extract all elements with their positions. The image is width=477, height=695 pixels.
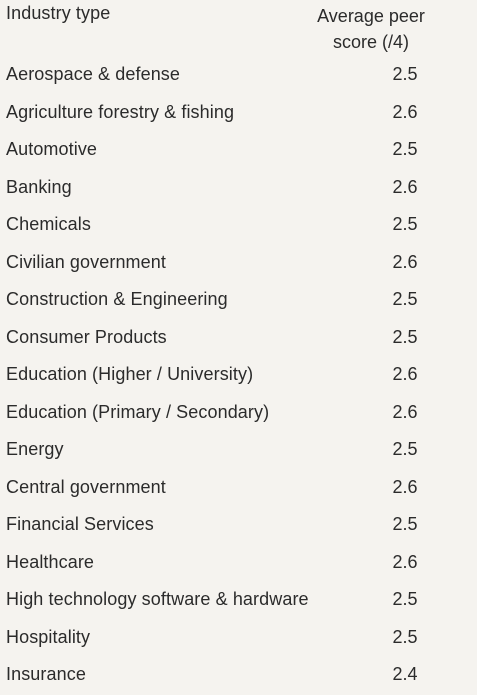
industry-name: Banking	[6, 176, 72, 197]
peer-score: 2.6	[392, 251, 418, 272]
score-header-line-2: score (/4)	[332, 32, 410, 52]
peer-score: 2.5	[392, 326, 418, 347]
table-row: High technology software & hardware 2.5	[0, 582, 477, 620]
peer-score: 2.6	[392, 476, 418, 497]
peer-score: 2.5	[392, 289, 418, 309]
peer-score: 2.5	[392, 64, 418, 84]
industry-name: Energy	[6, 439, 64, 459]
peer-score: 2.5	[392, 439, 418, 459]
table-row: Healthcare 2.6	[0, 545, 477, 583]
score-header-line-1: Average peer	[317, 6, 425, 26]
industry-name: Central government	[6, 476, 166, 497]
table-row: Insurance 2.4	[0, 657, 477, 695]
peer-score: 2.5	[392, 139, 418, 159]
peer-score: 2.4	[392, 664, 418, 684]
table-row: Civilian government 2.6	[0, 245, 477, 283]
table-row: Automotive 2.5	[0, 132, 477, 170]
industry-name: Financial Services	[6, 514, 154, 534]
table-row: Education (Primary / Secondary) 2.6	[0, 395, 477, 433]
average-peer-score-header: Average peer score (/4)	[291, 3, 451, 55]
industry-name: Insurance	[6, 664, 86, 684]
peer-score: 2.6	[392, 401, 418, 422]
table-row: Central government 2.6	[0, 470, 477, 508]
industry-name: Agriculture forestry & fishing	[6, 101, 235, 122]
table-row: Construction & Engineering 2.5	[0, 282, 477, 320]
industry-name: Education (Higher / University)	[6, 364, 254, 384]
peer-score: 2.6	[392, 551, 418, 572]
industry-name: Healthcare	[6, 551, 95, 572]
industry-name: Consumer Products	[6, 326, 167, 347]
industry-name: Automotive	[6, 139, 98, 159]
industry-name: Construction & Engineering	[6, 289, 228, 309]
industry-name: Civilian government	[6, 251, 166, 272]
table-row: Chemicals 2.5	[0, 207, 477, 245]
industry-name: Aerospace & defense	[6, 64, 181, 84]
peer-score: 2.6	[392, 364, 418, 384]
peer-score: 2.6	[392, 101, 418, 122]
table-row: Education (Higher / University) 2.6	[0, 357, 477, 395]
industry-type-header: Industry type	[6, 3, 111, 23]
industry-name: High technology software & hardware	[6, 589, 309, 609]
table-row: Financial Services 2.5	[0, 507, 477, 545]
table-row: Aerospace & defense 2.5	[0, 57, 477, 95]
table-row: Hospitality 2.5	[0, 620, 477, 658]
peer-score: 2.5	[392, 589, 418, 609]
industry-name: Education (Primary / Secondary)	[6, 401, 270, 422]
table-row: Energy 2.5	[0, 432, 477, 470]
table-row: Consumer Products 2.5	[0, 320, 477, 358]
peer-score: 2.5	[392, 626, 418, 647]
industry-name: Chemicals	[6, 214, 91, 234]
table-header: Industry type Average peer score (/4)	[0, 0, 477, 57]
table-row: Agriculture forestry & fishing 2.6	[0, 95, 477, 133]
peer-score: 2.5	[392, 514, 418, 534]
peer-score: 2.6	[392, 176, 418, 197]
peer-score: 2.5	[392, 214, 418, 234]
industry-name: Hospitality	[6, 626, 91, 647]
table-row: Banking 2.6	[0, 170, 477, 208]
